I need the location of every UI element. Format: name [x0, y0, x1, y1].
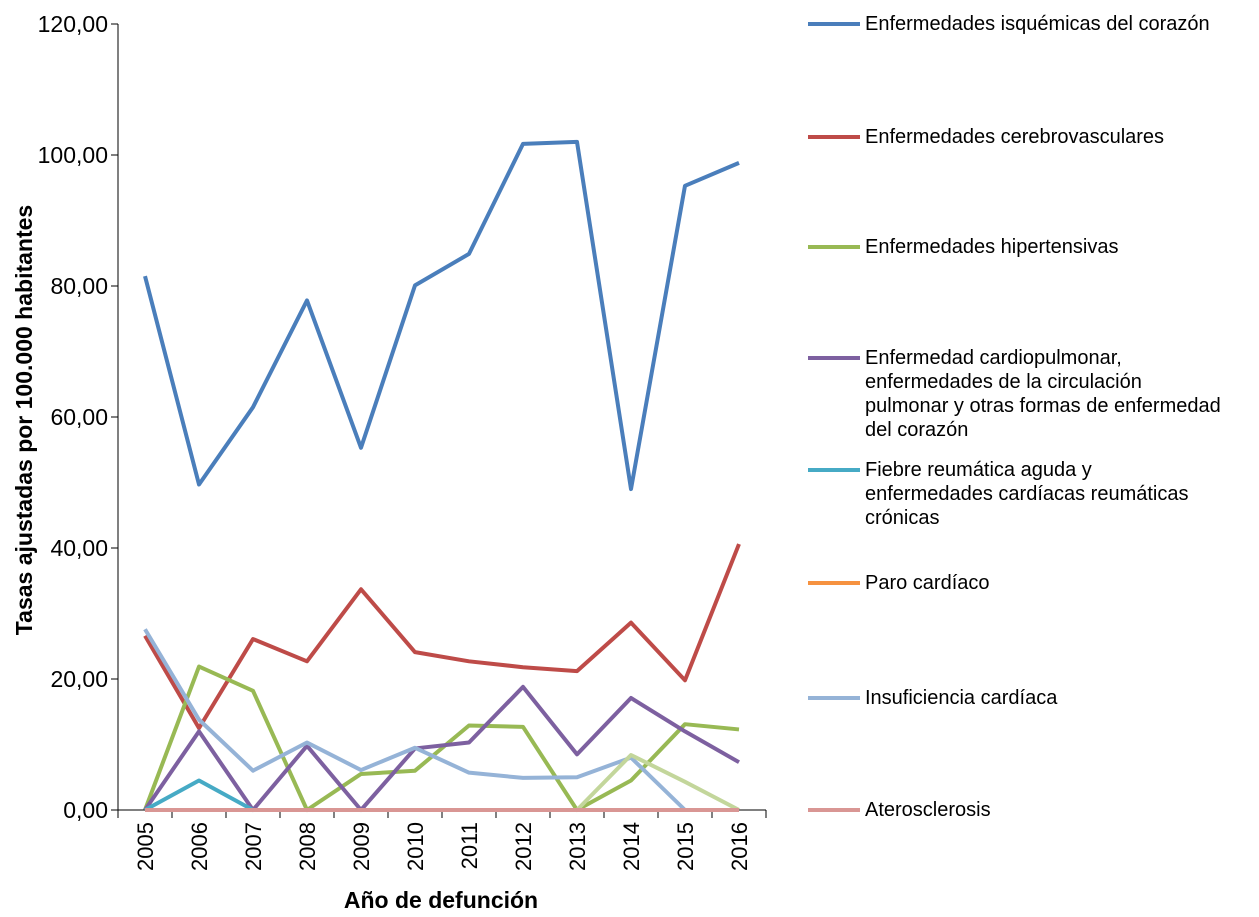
y-tick-label: 0,00 — [63, 797, 108, 823]
series-line — [143, 628, 739, 812]
x-tick-label: 2015 — [673, 822, 698, 871]
x-tick-label: 2011 — [457, 822, 482, 869]
series-line — [143, 664, 740, 812]
y-tick-label: 40,00 — [50, 535, 108, 561]
y-tick-label: 60,00 — [50, 404, 108, 430]
legend-label: Enfermedades hipertensivas — [865, 236, 1119, 258]
legend-label: Insuficiencia cardíaca — [865, 687, 1058, 709]
x-axis-label: Año de defunción — [344, 887, 538, 913]
x-tick-label: 2014 — [619, 822, 644, 871]
x-tick-label: 2008 — [295, 822, 320, 871]
y-tick-label: 80,00 — [50, 273, 108, 299]
legend-label: Enfermedades isquémicas del corazón — [865, 13, 1210, 35]
x-tick-label: 2012 — [511, 822, 536, 871]
x-tick-label: 2007 — [241, 822, 266, 871]
x-tick-label: 2013 — [565, 822, 590, 871]
x-tick-label: 2009 — [349, 822, 374, 871]
series-line — [143, 139, 740, 492]
y-axis-label: Tasas ajustadas por 100.000 habitantes — [11, 205, 37, 635]
legend-label: Paro cardíaco — [865, 572, 990, 594]
y-tick-label: 100,00 — [38, 142, 108, 168]
y-tick-label: 20,00 — [50, 666, 108, 692]
legend-label: Enfermedad cardiopulmonar, enfermedades … — [865, 347, 1221, 441]
x-tick-label: 2005 — [133, 822, 158, 871]
y-tick-label: 120,00 — [38, 11, 108, 37]
x-tick-label: 2010 — [403, 822, 428, 871]
series-line — [143, 684, 740, 812]
legend-label: Fiebre reumática aguda y enfermedades ca… — [865, 459, 1189, 529]
legend-label: Aterosclerosis — [865, 799, 991, 821]
x-tick-label: 2016 — [727, 822, 752, 871]
series-line — [143, 543, 741, 731]
x-tick-label: 2006 — [187, 822, 212, 871]
legend-label: Enfermedades cerebrovasculares — [865, 126, 1165, 148]
